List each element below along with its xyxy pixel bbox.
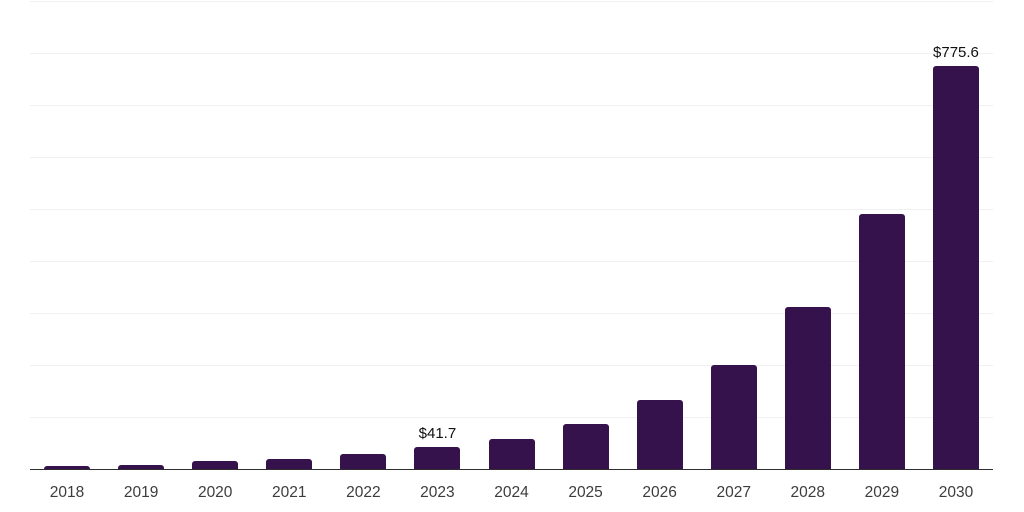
gridline-y300 (30, 312, 993, 314)
bar-2030 (932, 65, 979, 469)
x-tick-label-2019: 2019 (123, 484, 159, 501)
x-tick-label-2018: 2018 (49, 484, 85, 501)
bar-2019 (118, 464, 165, 469)
x-tick-label-2023: 2023 (420, 484, 455, 501)
gridline-y500 (30, 208, 993, 210)
value-label-2030: $775.6 (933, 43, 979, 61)
bar-2018 (44, 466, 91, 469)
gridline-y800 (30, 52, 993, 54)
value-label-2023: $41.7 (418, 425, 457, 443)
bar-2020 (192, 461, 239, 469)
gridline-y900 (30, 0, 993, 2)
gridline-y600 (30, 156, 993, 158)
bar-2022 (340, 453, 387, 469)
bar-2025 (562, 424, 609, 469)
x-tick-label-2030: 2030 (938, 484, 974, 501)
bar-2021 (266, 458, 313, 469)
x-axis-labels: 2018 2019 2020 2021 2022 2023 2024 2025 2026 2027… (30, 484, 993, 504)
x-tick-label-2027: 2027 (716, 484, 751, 501)
x-tick-label-2025: 2025 (568, 484, 603, 501)
x-tick-label-2021: 2021 (272, 484, 307, 501)
bar-2026 (636, 400, 683, 469)
x-tick-label-2020: 2020 (197, 484, 233, 501)
bar-2023 (414, 447, 461, 469)
bar-2028 (784, 306, 831, 469)
gridline-y100 (30, 416, 993, 418)
bar-2029 (858, 213, 905, 469)
gridline-y700 (30, 104, 993, 106)
bar-2024 (488, 439, 535, 469)
x-tick-label-2029: 2029 (864, 484, 900, 501)
gridline-y200 (30, 364, 993, 366)
x-tick-label-2026: 2026 (642, 484, 677, 501)
plot-area: $41.7 $775.6 (30, 0, 993, 469)
x-tick-label-2028: 2028 (790, 484, 826, 501)
x-axis-line (30, 468, 993, 470)
bar-2027 (710, 365, 757, 469)
gridline-y400 (30, 260, 993, 262)
x-tick-label-2022: 2022 (346, 484, 381, 501)
x-tick-label-2024: 2024 (494, 484, 529, 501)
